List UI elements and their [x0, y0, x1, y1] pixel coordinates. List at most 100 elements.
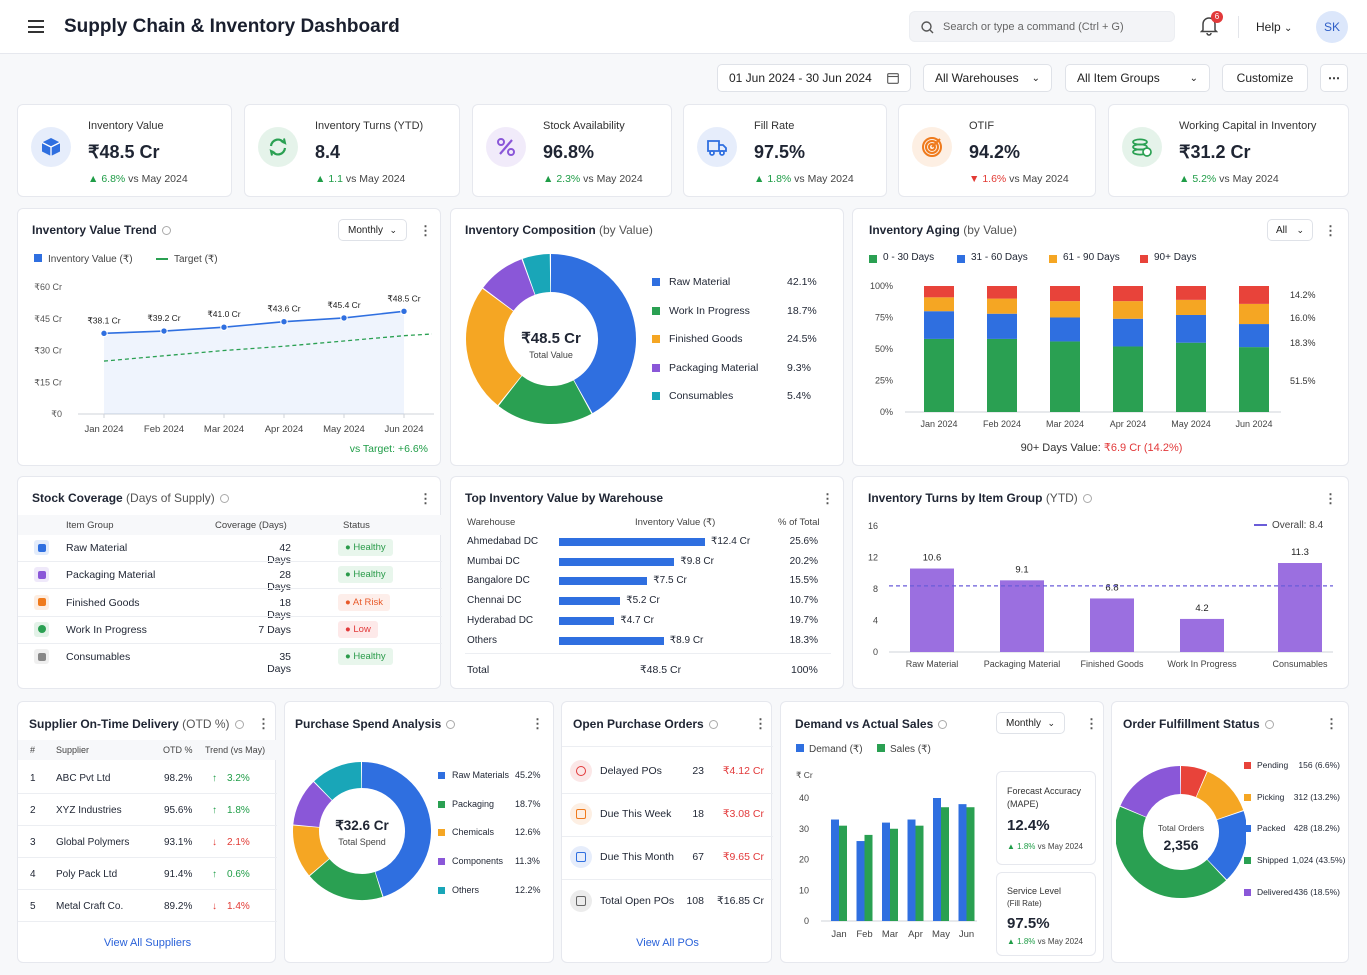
aging-bar-segment — [1050, 341, 1080, 412]
legend-value: 18.7% — [515, 798, 541, 809]
legend-value: 12.2% — [515, 884, 541, 895]
x-tick-label: Raw Material — [906, 659, 959, 669]
avatar[interactable]: SK — [1316, 11, 1348, 43]
box-icon — [34, 594, 49, 610]
kpi-label: Stock Availability — [543, 120, 625, 132]
col-header-coverage: Coverage (Days) — [215, 520, 287, 531]
legend-sales: Sales (₹) — [877, 744, 931, 755]
kebab-menu-icon[interactable]: ⋮ — [1085, 716, 1098, 731]
legend-label: Consumables — [669, 390, 734, 402]
kpi-card[interactable]: Working Capital in Inventory ₹31.2 Cr ▲ 5.… — [1108, 104, 1349, 197]
title-chevron-down-icon[interactable]: ⌄ — [386, 16, 397, 31]
kebab-menu-icon[interactable]: ⋮ — [1325, 716, 1338, 731]
kpi-value: ₹48.5 Cr — [88, 142, 160, 162]
composition-slice-0 — [550, 254, 636, 414]
turns-bar — [910, 568, 954, 652]
y-tick-label: 100% — [870, 281, 893, 291]
composition-slice-4 — [522, 254, 552, 295]
col-header-warehouse: Warehouse — [467, 517, 516, 528]
percent-icon — [486, 127, 526, 167]
help-menu[interactable]: Help ⌄ — [1256, 20, 1292, 34]
vs-target-label: vs Target: +6.6% — [349, 443, 428, 455]
donut-center-label: Total Value — [529, 350, 573, 360]
legend-dash — [156, 258, 168, 261]
up-arrow-icon: ▲ — [1007, 842, 1015, 851]
up-arrow-icon: ↑ — [212, 805, 217, 816]
item-group-select[interactable]: All Item Groups ⌄ — [1065, 64, 1210, 92]
search-placeholder: Search or type a command (Ctrl + G) — [943, 21, 1124, 33]
forecast-accuracy-box: Forecast Accuracy (MAPE) 12.4% ▲ 1.8% vs… — [996, 771, 1096, 865]
fulfillment-slice-3 — [1116, 806, 1227, 898]
composition-slice-2 — [466, 288, 523, 406]
date-range-picker[interactable]: 01 Jun 2024 - 30 Jun 2024 — [717, 64, 911, 92]
legend-swatch — [1244, 793, 1251, 801]
y-tick-label: 25% — [875, 376, 893, 386]
info-icon[interactable] — [446, 720, 456, 730]
menu-icon[interactable] — [28, 20, 44, 33]
info-icon[interactable] — [938, 720, 948, 730]
divider — [18, 825, 277, 826]
info-icon[interactable] — [219, 494, 229, 504]
warehouse-select[interactable]: All Warehouses ⌄ — [923, 64, 1052, 92]
y-tick-label: ₹15 Cr — [34, 377, 62, 387]
more-options-button[interactable]: ⋯ — [1320, 64, 1348, 92]
divider — [18, 615, 442, 617]
kpi-label: Inventory Turns (YTD) — [315, 120, 424, 132]
kpi-card[interactable]: Stock Availability 96.8% ▲ 2.3% vs May 202… — [472, 104, 672, 197]
spend-slice-1 — [309, 858, 383, 900]
x-tick-label: Apr 2024 — [265, 424, 304, 435]
table-header — [18, 515, 442, 535]
kebab-menu-icon[interactable]: ⋮ — [419, 491, 432, 506]
y-tick-label: 10 — [799, 885, 809, 895]
kebab-menu-icon[interactable]: ⋮ — [257, 716, 270, 731]
kebab-menu-icon[interactable]: ⋮ — [1324, 491, 1337, 506]
chevron-down-icon: ⌄ — [1047, 717, 1055, 728]
kpi-card[interactable]: Fill Rate 97.5% ▲ 1.8% vs May 2024 — [683, 104, 887, 197]
po-label: Total Open POs — [600, 894, 675, 907]
value-point — [160, 327, 168, 335]
y-tick-label: ₹30 Cr — [34, 346, 62, 356]
sales-bar — [941, 807, 949, 921]
info-icon[interactable] — [1264, 720, 1274, 730]
status-dot: ● — [345, 596, 353, 608]
kpi-card[interactable]: OTIF 94.2% ▼ 1.6% vs May 2024 — [898, 104, 1096, 197]
customize-button[interactable]: Customize — [1222, 64, 1308, 92]
segment-label: 14.2% — [1290, 290, 1316, 300]
info-icon[interactable] — [161, 226, 171, 236]
kebab-menu-icon[interactable]: ⋮ — [821, 491, 834, 506]
kebab-menu-icon[interactable]: ⋮ — [754, 716, 767, 731]
calendar-month-icon — [570, 846, 592, 869]
donut-center-label: Total Spend — [338, 837, 386, 847]
kpi-card[interactable]: Inventory Turns (YTD) 8.4 ▲ 1.1 vs May 202… — [244, 104, 460, 197]
kebab-menu-icon[interactable]: ⋮ — [1324, 223, 1337, 238]
legend-label: Finished Goods — [669, 333, 743, 345]
aging-footer: 90+ Days Value: ₹6.9 Cr (14.2%) — [853, 441, 1350, 454]
card-title: Order Fulfillment Status — [1123, 717, 1274, 731]
view-all-pos-link[interactable]: View All POs — [636, 937, 699, 949]
kpi-delta-vs: vs May 2024 — [128, 173, 188, 185]
aging-bar-segment — [1050, 286, 1080, 302]
kpi-card[interactable]: Inventory Value ₹48.5 Cr ▲ 6.8% vs May 202… — [17, 104, 232, 197]
kebab-menu-icon[interactable]: ⋮ — [531, 716, 544, 731]
help-label: Help — [1256, 20, 1281, 34]
spend-slice-0 — [361, 762, 431, 897]
data-label: 11.3 — [1291, 547, 1309, 558]
calendar-month-icon-glyph — [576, 852, 586, 863]
info-icon[interactable] — [708, 720, 718, 730]
period-select[interactable]: Monthly ⌄ — [996, 712, 1065, 734]
notification-bell-icon[interactable]: 6 — [1199, 11, 1223, 36]
info-icon[interactable] — [1082, 494, 1092, 504]
package-icon-glyph — [37, 570, 46, 579]
up-arrow-icon: ↑ — [212, 869, 217, 880]
kebab-menu-icon[interactable]: ⋮ — [419, 223, 432, 238]
aging-bar-segment — [1113, 346, 1143, 412]
info-icon[interactable] — [234, 720, 244, 730]
search-input[interactable]: Search or type a command (Ctrl + G) — [909, 11, 1175, 42]
kpi-delta-vs: vs May 2024 — [1009, 173, 1069, 185]
turns-bar-chart: 0 4 8 12 16 10.6 Raw Material 9.1 Packaging Mate… — [868, 521, 1333, 669]
supplier-name: Metal Craft Co. — [56, 901, 124, 912]
period-select[interactable]: Monthly ⌄ — [338, 219, 407, 241]
view-all-suppliers-link[interactable]: View All Suppliers — [103, 937, 192, 949]
aging-filter-select[interactable]: All ⌄ — [1267, 219, 1313, 241]
composition-subtitle: (by Value) — [599, 223, 653, 237]
